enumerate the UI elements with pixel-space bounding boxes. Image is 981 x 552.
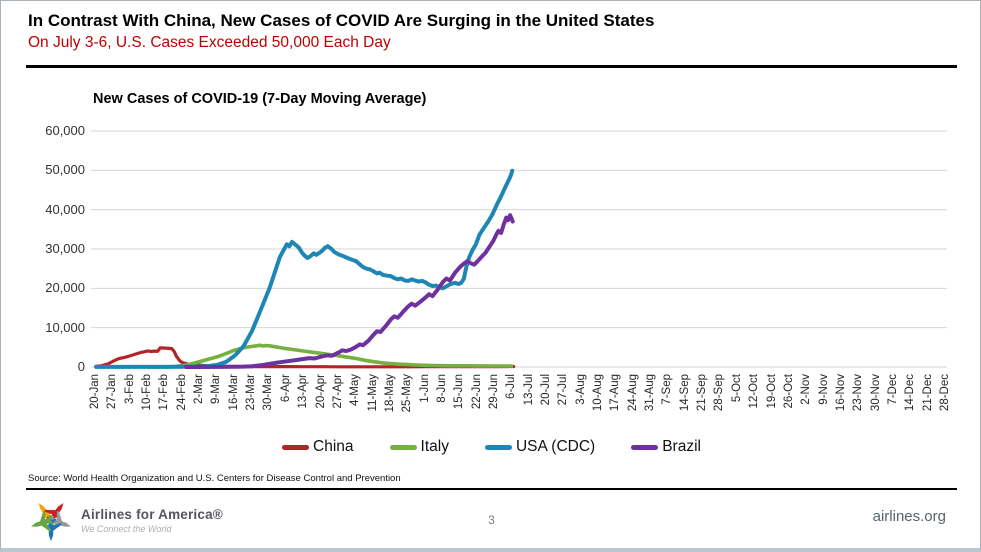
x-tick-label: 18-May <box>383 374 396 413</box>
x-tick-label: 14-Sep <box>678 374 691 412</box>
x-tick-label: 26-Oct <box>782 374 795 409</box>
x-tick-label: 3-Aug <box>574 374 587 405</box>
x-tick-label: 10-Feb <box>141 374 154 411</box>
slide-title: In Contrast With China, New Cases of COV… <box>28 11 655 30</box>
airlines-for-america-logo-icon <box>30 502 72 542</box>
x-tick-label: 17-Aug <box>609 374 622 412</box>
y-tick-label: 10,000 <box>45 319 85 335</box>
source-note: Source: World Health Organization and U.… <box>28 473 401 484</box>
x-tick-label: 28-Dec <box>939 374 951 412</box>
x-tick-label: 11-May <box>366 374 379 412</box>
x-tick-label: 21-Sep <box>696 374 709 412</box>
legend-swatch <box>631 444 659 450</box>
y-tick-label: 30,000 <box>45 241 85 256</box>
footer-divider <box>26 488 957 490</box>
website-link[interactable]: airlines.org <box>872 508 946 525</box>
x-tick-label: 6-Apr <box>279 374 292 403</box>
airlines-for-america-logo: Airlines for America® We Connect the Wor… <box>28 497 223 543</box>
legend-label: Brazil <box>662 438 701 455</box>
x-tick-label: 30-Mar <box>262 374 275 411</box>
slide-subtitle: On July 3-6, U.S. Cases Exceeded 50,000 … <box>28 34 391 51</box>
brand-tagline: We Connect the World <box>81 523 172 534</box>
x-tick-label: 13-Apr <box>297 374 310 409</box>
legend-label: Italy <box>420 438 449 455</box>
x-tick-label: 8-Jun <box>435 374 448 403</box>
x-tick-label: 31-Aug <box>644 374 657 412</box>
x-tick-label: 21-Dec <box>921 374 934 412</box>
x-tick-label: 4-May <box>349 374 362 406</box>
legend-item-china: China <box>282 438 354 456</box>
y-tick-label: 50,000 <box>45 162 85 178</box>
x-tick-label: 25-May <box>401 374 414 413</box>
x-tick-label: 22-Jun <box>470 374 483 410</box>
x-tick-label: 2-Mar <box>193 374 206 405</box>
x-tick-label: 6-Jul <box>505 374 518 399</box>
plane-blue-icon <box>40 518 62 542</box>
legend-swatch <box>389 444 417 450</box>
x-tick-label: 23-Nov <box>852 374 865 412</box>
plane-green-icon <box>30 510 54 532</box>
covid-line-chart <box>91 130 947 369</box>
x-tick-label: 14-Dec <box>904 374 917 412</box>
logo-text: Airlines for America® We Connect the Wor… <box>81 507 223 534</box>
legend-item-italy: Italy <box>389 438 449 456</box>
x-tick-label: 27-Jul <box>557 374 570 406</box>
legend-item-brazil: Brazil <box>631 438 701 456</box>
x-tick-label: 7-Sep <box>661 374 674 405</box>
header-divider <box>26 65 957 68</box>
x-tick-label: 19-Oct <box>765 374 778 409</box>
x-tick-label: 24-Feb <box>175 374 188 411</box>
x-tick-label: 20-Apr <box>314 374 327 409</box>
legend-label: China <box>313 438 354 455</box>
page-number: 3 <box>488 513 495 527</box>
x-tick-label: 15-Jun <box>453 374 466 410</box>
x-tick-label: 9-Mar <box>210 374 223 405</box>
x-tick-label: 10-Aug <box>592 374 605 412</box>
y-tick-label: 0 <box>77 359 85 374</box>
legend-swatch <box>282 444 310 450</box>
legend-swatch <box>484 444 512 450</box>
legend-label: USA (CDC) <box>515 438 596 455</box>
x-tick-label: 27-Apr <box>331 374 344 409</box>
x-tick-label: 16-Mar <box>227 374 240 411</box>
x-tick-label: 16-Nov <box>834 374 847 412</box>
series-line-brazil <box>184 213 515 369</box>
y-tick-label: 20,000 <box>45 280 85 296</box>
x-axis-labels: 20-Jan 27-Jan 3-Feb 10-Feb 17-Feb 24-Feb 2-Mar… <box>1 372 980 434</box>
x-tick-label: 7-Dec <box>886 374 899 405</box>
x-tick-label: 9-Nov <box>817 374 830 405</box>
chart-title: New Cases of COVID-19 (7-Day Moving Aver… <box>93 91 427 107</box>
legend-item-usa-cdc-: USA (CDC) <box>484 438 596 456</box>
x-tick-label: 29-Jun <box>487 374 500 410</box>
brand-name: Airlines for America® <box>81 506 223 522</box>
x-tick-label: 20-Jul <box>540 374 553 406</box>
x-tick-label: 13-Jul <box>522 374 535 406</box>
x-tick-label: 24-Aug <box>626 374 639 412</box>
x-tick-label: 30-Nov <box>869 374 882 412</box>
x-tick-label: 1-Jun <box>418 374 431 403</box>
series-line-usa-cdc- <box>94 168 515 369</box>
x-tick-label: 3-Feb <box>123 374 136 405</box>
chart-legend: China Italy USA (CDC) Brazil <box>1 438 980 456</box>
x-tick-label: 27-Jan <box>106 374 119 410</box>
series-line-italy <box>146 343 514 369</box>
x-tick-label: 17-Feb <box>158 374 171 411</box>
x-tick-label: 20-Jan <box>89 374 101 410</box>
x-tick-label: 28-Sep <box>713 374 726 412</box>
y-tick-label: 60,000 <box>45 123 85 138</box>
y-tick-label: 40,000 <box>45 201 85 217</box>
x-tick-label: 2-Nov <box>800 374 813 405</box>
x-tick-label: 12-Oct <box>748 374 761 409</box>
x-tick-label: 5-Oct <box>730 374 743 403</box>
x-tick-label: 23-Mar <box>245 374 258 411</box>
